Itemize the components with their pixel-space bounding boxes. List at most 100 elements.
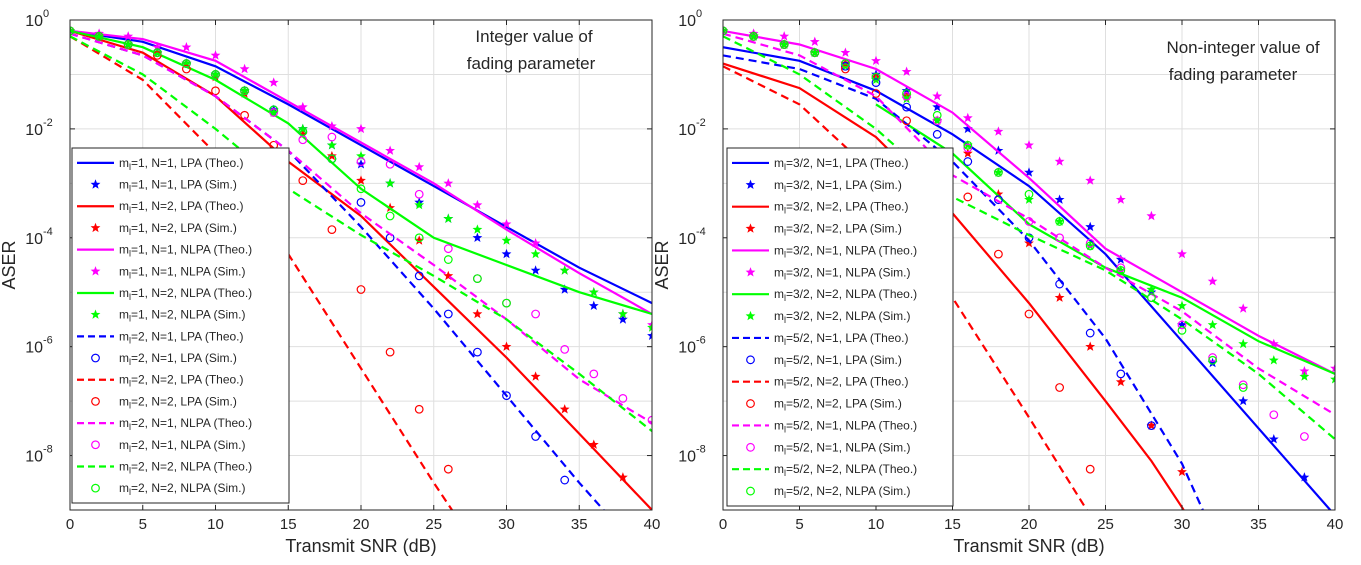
- legend-label: ml=1, N=2, NLPA (Sim.): [119, 308, 246, 324]
- legend-item: ml=2, N=2, NLPA (Sim.): [91, 481, 246, 497]
- legend-item: ml=3/2, N=2, NLPA (Theo.): [732, 287, 917, 303]
- data-point-star: [472, 308, 483, 319]
- x-tick-label: 0: [66, 516, 74, 533]
- series-11: [723, 65, 1089, 510]
- data-point-star: [1115, 376, 1126, 387]
- data-point-circle: [443, 244, 453, 254]
- legend-item: ml=3/2, N=1, NLPA (Theo.): [732, 243, 917, 259]
- data-point-star: [1268, 338, 1279, 349]
- legend-label: ml=5/2, N=1, LPA (Theo.): [774, 331, 909, 347]
- data-point-star: [239, 85, 250, 95]
- data-point-star: [559, 284, 570, 294]
- data-point-star: [779, 39, 790, 49]
- data-point-star: [1115, 265, 1126, 275]
- legend-label: ml=2, N=1, NLPA (Theo.): [119, 416, 252, 432]
- y-tick-exponent: -4: [43, 226, 53, 238]
- data-point-circle: [963, 143, 973, 153]
- data-point-star: [1207, 276, 1218, 286]
- legend-label: ml=5/2, N=1, NLPA (Theo.): [774, 418, 917, 434]
- data-point-circle: [356, 184, 366, 194]
- legend-item: ml=1, N=1, LPA (Sim.): [90, 178, 237, 194]
- data-point-star: [443, 270, 454, 281]
- series-line: [70, 32, 652, 424]
- data-point-circle: [902, 116, 911, 126]
- data-point-circle: [1177, 320, 1187, 330]
- data-point-circle: [841, 61, 850, 71]
- data-point-star: [152, 47, 163, 57]
- data-point-star: [618, 314, 628, 324]
- data-point-star: [1177, 300, 1187, 310]
- data-point-star: [1146, 284, 1157, 294]
- series-16: [70, 26, 511, 308]
- data-point-circle: [1055, 383, 1064, 392]
- data-point-circle: [356, 197, 366, 207]
- data-point-circle: [298, 127, 308, 137]
- data-point-star: [1330, 363, 1335, 373]
- data-point-circle: [502, 298, 511, 308]
- x-tick-label: 35: [1250, 516, 1267, 533]
- data-point-circle: [1085, 241, 1095, 251]
- data-point-star: [993, 126, 1004, 136]
- legend-item: ml=2, N=1, LPA (Sim.): [91, 351, 237, 367]
- y-axis-label: ASER: [652, 240, 672, 289]
- legend-item: ml=1, N=1, NLPA (Sim.): [90, 264, 246, 280]
- x-tick-label: 35: [571, 516, 588, 533]
- data-point-star: [1054, 216, 1065, 226]
- data-point-circle: [240, 86, 250, 96]
- series-line: [723, 29, 1335, 375]
- legend-item: ml=3/2, N=2, LPA (Theo.): [732, 200, 909, 216]
- data-point-star: [1177, 319, 1187, 330]
- data-point-circle: [1085, 328, 1095, 338]
- data-point-circle: [152, 48, 162, 58]
- x-tick-label: 40: [644, 516, 661, 533]
- legend-item: ml=5/2, N=1, LPA (Theo.): [732, 331, 909, 347]
- y-tick-exponent: -8: [43, 444, 53, 456]
- y-tick-label: 10: [25, 13, 43, 30]
- x-tick-label: 25: [425, 516, 442, 533]
- data-point-star: [901, 85, 912, 95]
- data-point-circle: [902, 102, 911, 112]
- data-point-circle: [443, 309, 453, 319]
- legend: ml=3/2, N=1, LPA (Theo.) ml=3/2, N=1, LPA…: [726, 147, 954, 507]
- legend-label: ml=1, N=1, LPA (Sim.): [119, 178, 237, 194]
- legend-label: ml=1, N=1, NLPA (Sim.): [119, 264, 246, 280]
- data-point-star: [530, 371, 541, 381]
- legend-label: ml=3/2, N=2, LPA (Sim.): [774, 222, 902, 238]
- series-9: [723, 54, 1205, 510]
- data-point-star: [962, 112, 973, 123]
- legend-swatch-circle: [91, 353, 100, 363]
- data-point-star: [1085, 175, 1096, 185]
- data-point-star: [779, 31, 790, 41]
- data-point-circle: [841, 64, 850, 74]
- legend-item: ml=5/2, N=2, NLPA (Theo.): [732, 462, 917, 478]
- data-point-star: [932, 101, 943, 112]
- data-point-circle: [356, 285, 366, 294]
- data-point-circle: [211, 70, 220, 79]
- data-point-star: [472, 199, 483, 210]
- data-point-star: [1238, 338, 1249, 349]
- legend-item: ml=3/2, N=1, LPA (Sim.): [745, 178, 902, 194]
- data-point-star: [840, 47, 851, 57]
- y-tick-label: 10: [678, 231, 696, 248]
- data-point-star: [932, 115, 943, 125]
- data-point-star: [414, 161, 425, 172]
- data-point-star: [993, 189, 1004, 199]
- series-line: [723, 54, 1205, 510]
- data-point-star: [210, 72, 221, 82]
- legend-item: ml=2, N=1, LPA (Theo.): [77, 329, 244, 345]
- data-point-circle: [269, 105, 279, 115]
- legend-swatch-star: [745, 310, 756, 321]
- legend-swatch-circle: [746, 399, 755, 408]
- data-point-circle: [1238, 383, 1248, 392]
- data-point-circle: [1116, 263, 1126, 273]
- series-3: [70, 29, 652, 510]
- data-point-star: [1085, 240, 1096, 251]
- data-point-circle: [749, 31, 758, 41]
- data-point-circle: [1055, 217, 1064, 226]
- legend-label: ml=2, N=2, NLPA (Theo.): [119, 459, 252, 475]
- data-point-star: [993, 145, 1004, 155]
- x-tick-label: 5: [795, 516, 803, 533]
- data-point-star: [871, 55, 881, 65]
